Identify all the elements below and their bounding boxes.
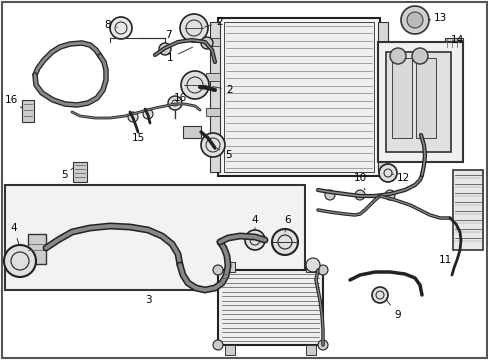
Bar [305, 345, 315, 355]
Circle shape [181, 71, 208, 99]
Bar [22, 100, 34, 122]
Bar [224, 262, 235, 272]
Circle shape [305, 258, 319, 272]
Circle shape [325, 190, 334, 200]
Bar [377, 22, 387, 172]
Text: 16: 16 [4, 95, 22, 108]
Circle shape [317, 340, 327, 350]
Circle shape [159, 43, 171, 55]
Circle shape [142, 109, 153, 119]
Circle shape [4, 245, 36, 277]
Bar [452, 170, 482, 250]
Circle shape [168, 96, 182, 110]
Text: 1: 1 [166, 47, 192, 63]
Circle shape [317, 265, 327, 275]
Bar [391, 58, 411, 138]
Text: 9: 9 [386, 300, 401, 320]
Bar [444, 38, 462, 48]
Text: 13: 13 [427, 13, 446, 23]
Circle shape [244, 230, 264, 250]
Circle shape [180, 14, 207, 42]
Circle shape [128, 112, 138, 122]
Bar [305, 262, 315, 272]
Bar [28, 234, 46, 264]
Circle shape [389, 48, 405, 64]
Bar [218, 18, 379, 176]
Text: 5: 5 [217, 148, 231, 160]
Text: 8: 8 [104, 20, 117, 30]
Bar [205, 38, 220, 46]
Text: 10: 10 [353, 173, 366, 190]
Circle shape [354, 190, 364, 200]
Text: 12: 12 [391, 173, 409, 183]
Text: 4: 4 [11, 223, 19, 246]
Circle shape [371, 287, 387, 303]
Text: 6: 6 [284, 215, 291, 232]
Text: 4: 4 [251, 215, 258, 230]
Bar [377, 43, 391, 52]
Circle shape [271, 229, 297, 255]
Bar [205, 108, 220, 116]
Bar [73, 162, 87, 182]
Circle shape [378, 164, 396, 182]
Bar [5, 185, 305, 290]
Bar [224, 345, 235, 355]
Text: 14: 14 [449, 35, 463, 45]
Text: 5: 5 [61, 168, 73, 180]
Circle shape [201, 37, 213, 49]
Bar [224, 22, 373, 172]
Circle shape [213, 340, 223, 350]
Text: 2: 2 [204, 17, 223, 27]
Circle shape [110, 17, 132, 39]
Bar [205, 73, 220, 81]
Bar [218, 270, 323, 345]
Text: 3: 3 [144, 295, 151, 305]
Bar [377, 148, 391, 157]
Circle shape [384, 190, 394, 200]
Bar [205, 143, 220, 151]
Text: 7: 7 [164, 30, 171, 40]
Circle shape [406, 12, 422, 28]
Text: 11: 11 [437, 255, 451, 265]
Circle shape [411, 48, 427, 64]
Circle shape [400, 6, 428, 34]
Bar [209, 22, 220, 172]
Bar [183, 126, 201, 138]
Circle shape [201, 133, 224, 157]
Text: 15: 15 [131, 133, 144, 143]
Bar [415, 58, 435, 138]
Circle shape [213, 265, 223, 275]
Bar [385, 52, 450, 152]
Bar [377, 98, 391, 107]
Text: 16: 16 [173, 93, 186, 103]
Text: 2: 2 [212, 85, 233, 95]
Bar [377, 42, 462, 162]
